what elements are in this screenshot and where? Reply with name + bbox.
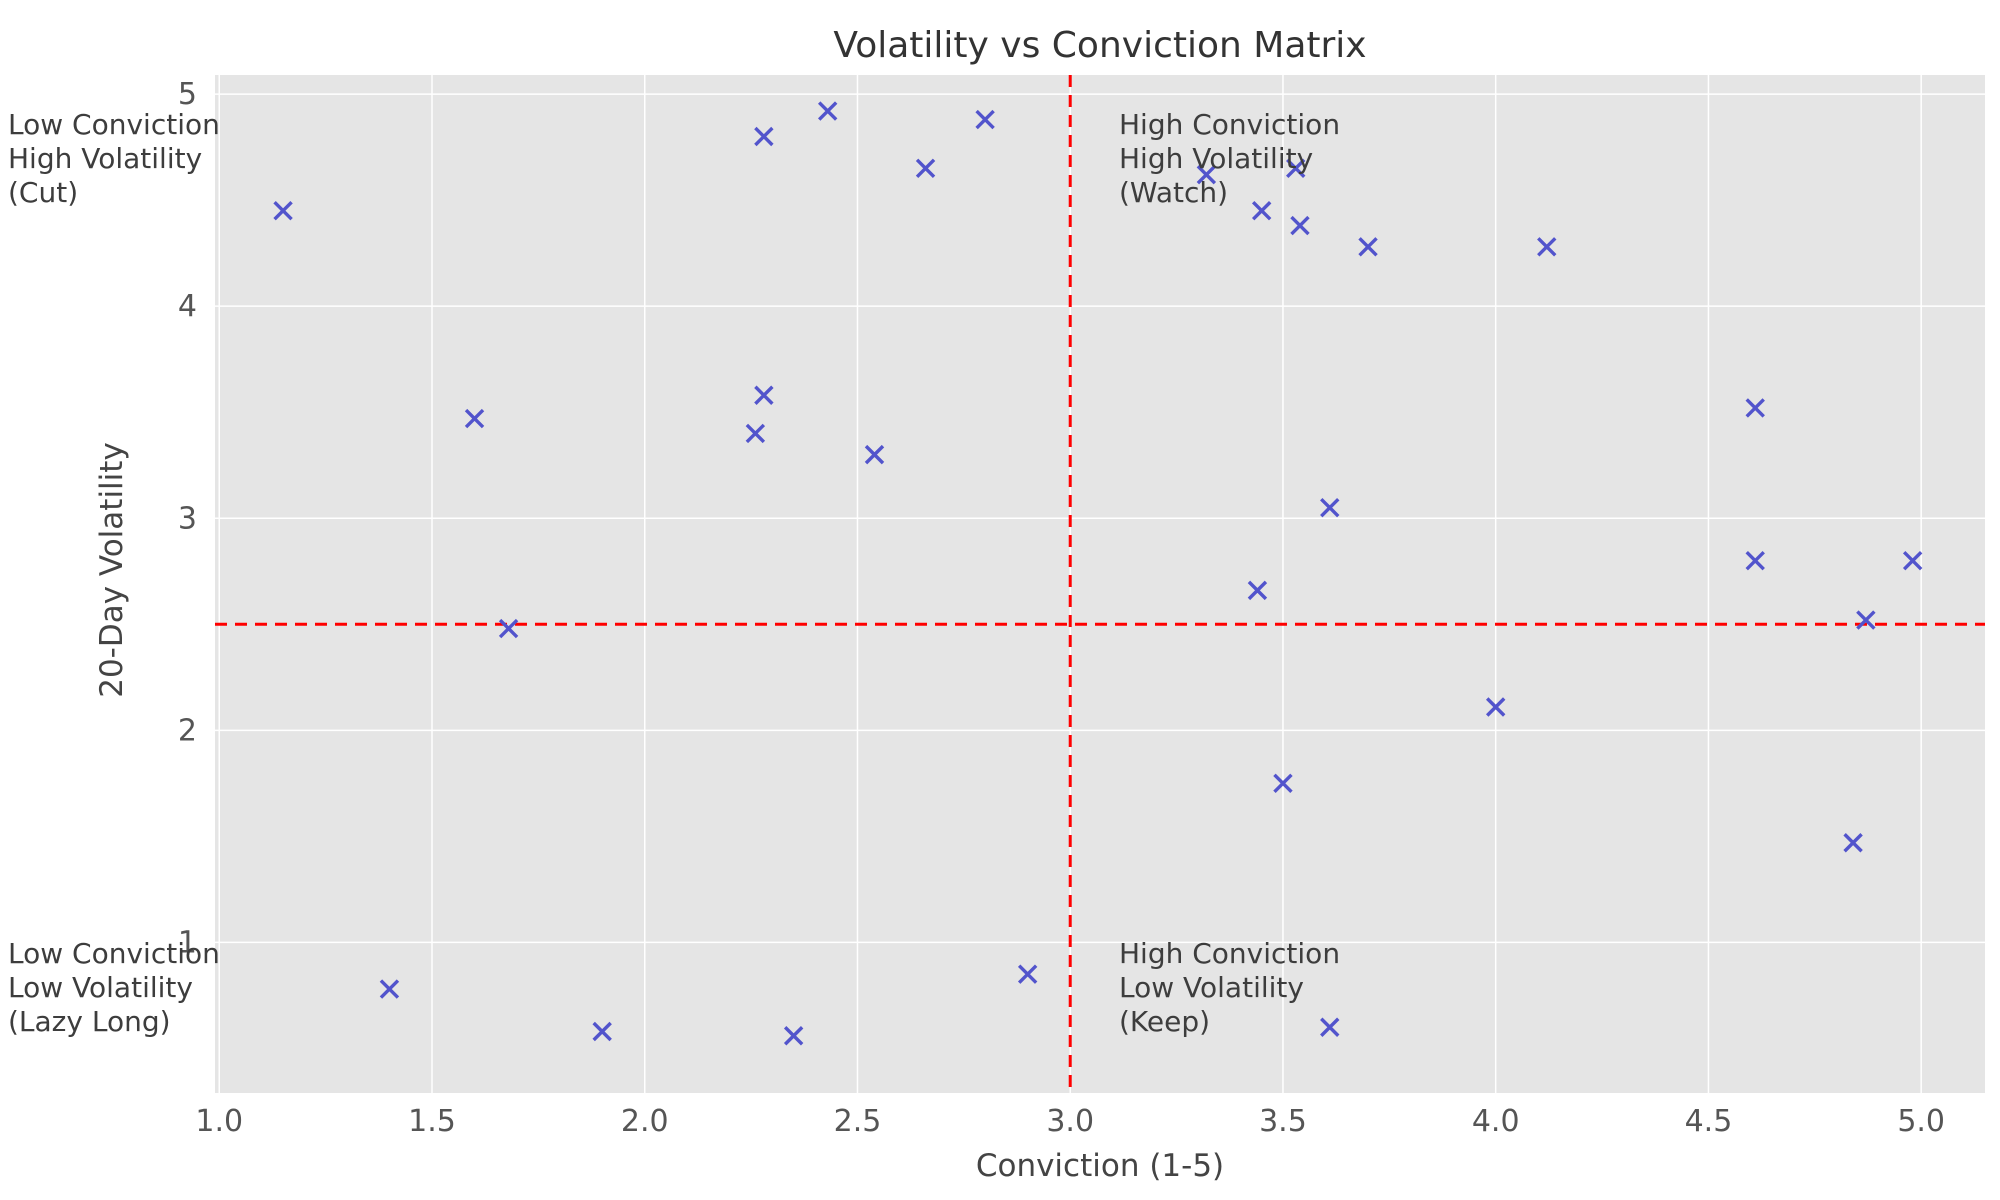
y-tick-label: 3 bbox=[178, 501, 197, 536]
scatter-point bbox=[975, 109, 995, 130]
x-tick-label: 3.0 bbox=[1046, 1104, 1094, 1139]
annotation-line: High Volatility bbox=[8, 142, 202, 175]
scatter-point bbox=[1017, 964, 1038, 984]
x-tick-label: 2.5 bbox=[834, 1104, 882, 1139]
tick-labels: 1.0 1.5 2.0 2.5 3.0 3.5 4.0 4.5 5.0 1 2 3 4 5 bbox=[178, 77, 1945, 1139]
scatter-point bbox=[1320, 1017, 1340, 1037]
annotation-line: (Keep) bbox=[1119, 1005, 1210, 1038]
scatter-point bbox=[1358, 237, 1378, 257]
scatter-point bbox=[1902, 550, 1923, 571]
annotation-line: Low Conviction bbox=[8, 937, 220, 970]
annotation-line: High Conviction bbox=[1119, 937, 1340, 970]
y-tick-label: 5 bbox=[178, 77, 197, 112]
annotation-line: High Conviction bbox=[1119, 108, 1340, 141]
chart-title: Volatility vs Conviction Matrix bbox=[833, 25, 1366, 66]
scatter-point bbox=[754, 385, 774, 405]
annotation-line: (Cut) bbox=[8, 176, 78, 209]
x-tick-label: 4.5 bbox=[1685, 1104, 1733, 1139]
scatter-point bbox=[592, 1021, 612, 1042]
scatter-point bbox=[1273, 773, 1293, 794]
annotation-line: (Lazy Long) bbox=[8, 1005, 171, 1038]
x-tick-label: 3.5 bbox=[1259, 1104, 1307, 1139]
grid-layer bbox=[215, 75, 1985, 1093]
annotation-line: (Watch) bbox=[1119, 176, 1228, 209]
scatter-point bbox=[1320, 497, 1340, 518]
scatter-point bbox=[1843, 833, 1863, 853]
y-tick-label: 4 bbox=[178, 289, 197, 324]
scatter-point bbox=[273, 201, 293, 221]
scatter-point bbox=[498, 618, 519, 639]
x-tick-label: 4.0 bbox=[1472, 1104, 1520, 1139]
scatter-point bbox=[1537, 237, 1557, 257]
scatter-point bbox=[1485, 697, 1506, 717]
scatter-point bbox=[1196, 164, 1217, 185]
annotation-line: Low Conviction bbox=[8, 108, 220, 141]
scatter-point bbox=[464, 408, 485, 429]
quadrant-label-top-left: Low Conviction High Volatility (Cut) bbox=[8, 108, 220, 209]
scatter-point bbox=[1856, 610, 1876, 630]
y-axis-label: 20-Day Volatility bbox=[94, 442, 130, 698]
scatter-point bbox=[379, 979, 400, 999]
scatter-point bbox=[1286, 158, 1306, 179]
x-tick-label: 1.5 bbox=[408, 1104, 456, 1139]
quadrant-label-bottom-left: Low Conviction Low Volatility (Lazy Long… bbox=[8, 937, 220, 1038]
quadrant-label-bottom-right: High Conviction Low Volatility (Keep) bbox=[1119, 937, 1340, 1038]
scatter-point bbox=[1745, 398, 1765, 418]
scatter-point bbox=[817, 101, 838, 121]
threshold-lines bbox=[215, 75, 1985, 1093]
scatter-point bbox=[1745, 550, 1765, 571]
annotation-line: High Volatility bbox=[1119, 142, 1313, 175]
x-tick-label: 1.0 bbox=[195, 1104, 243, 1139]
x-tick-label: 5.0 bbox=[1897, 1104, 1945, 1139]
x-tick-label: 2.0 bbox=[621, 1104, 669, 1139]
annotation-line: Low Volatility bbox=[1119, 971, 1304, 1004]
scatter-point bbox=[783, 1026, 804, 1046]
scatter-point bbox=[864, 444, 885, 465]
annotation-line: Low Volatility bbox=[8, 971, 193, 1004]
y-tick-label: 2 bbox=[178, 713, 197, 748]
plot-background bbox=[215, 75, 1985, 1093]
y-tick-label: 1 bbox=[178, 925, 197, 960]
scatter-points bbox=[273, 101, 1923, 1046]
x-axis-label: Conviction (1-5) bbox=[976, 1148, 1224, 1184]
scatter-point bbox=[1251, 201, 1272, 221]
quadrant-label-top-right: High Conviction High Volatility (Watch) bbox=[1119, 108, 1340, 209]
scatter-point bbox=[754, 126, 774, 147]
scatter-point bbox=[1290, 215, 1310, 236]
scatter-point bbox=[1247, 580, 1268, 601]
scatter-point bbox=[915, 158, 936, 179]
scatter-point bbox=[745, 423, 766, 444]
